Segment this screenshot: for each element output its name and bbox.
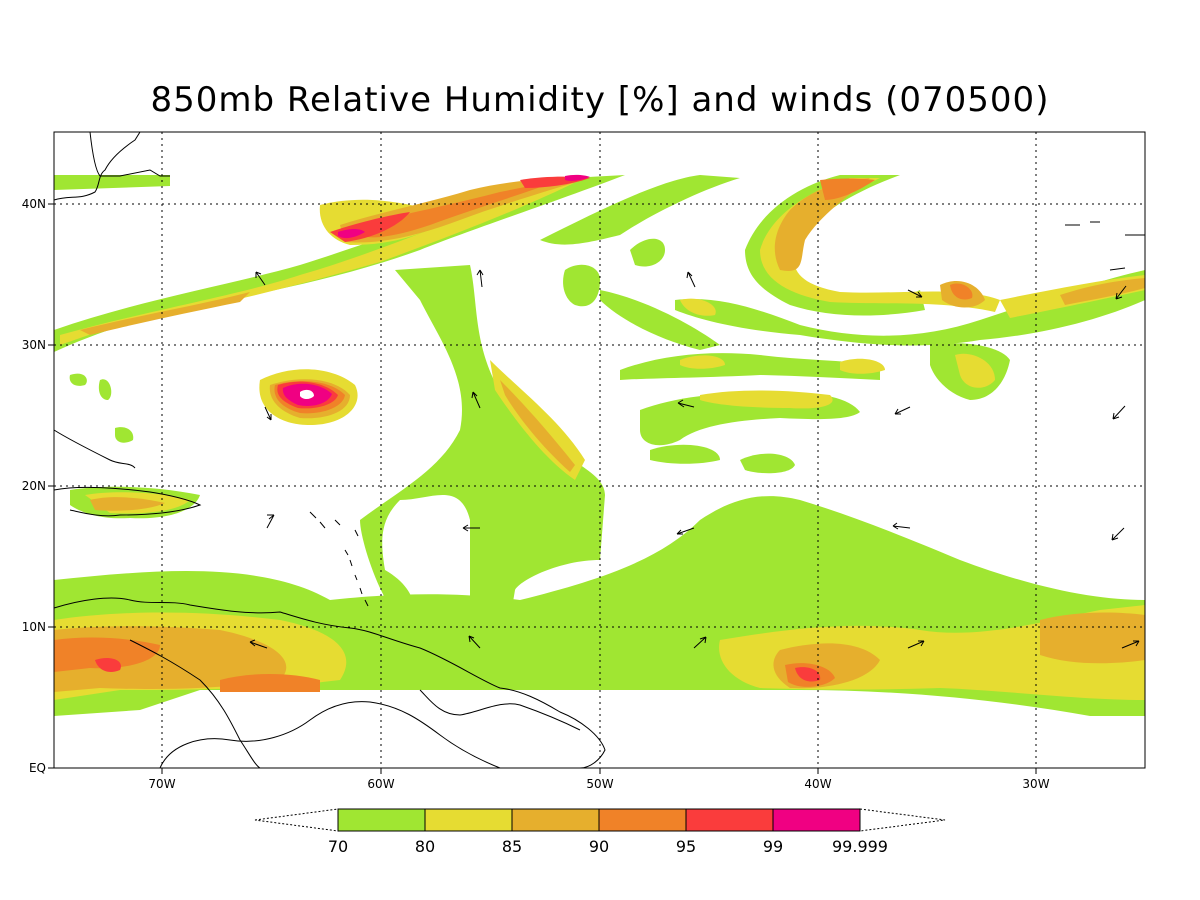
y-tick-label: 20N bbox=[22, 479, 46, 493]
x-tick-label: 40W bbox=[804, 777, 831, 791]
colorbar-swatch bbox=[772, 808, 861, 832]
colorbar-left-extension bbox=[254, 808, 339, 832]
colorbar-label: 99.999 bbox=[832, 837, 888, 856]
y-tick-label: 40N bbox=[22, 197, 46, 211]
colorbar-right-extension bbox=[859, 808, 946, 832]
x-tick-label: 30W bbox=[1022, 777, 1049, 791]
colorbar-label: 70 bbox=[328, 837, 348, 856]
colorbar-label: 80 bbox=[415, 837, 435, 856]
y-tick-label: 10N bbox=[22, 620, 46, 634]
grid-lines bbox=[54, 132, 1145, 768]
colorbar-swatch bbox=[511, 808, 600, 832]
colorbar-swatch bbox=[685, 808, 774, 832]
x-tick-label: 50W bbox=[586, 777, 613, 791]
colorbar-swatch bbox=[598, 808, 687, 832]
colorbar-label: 99 bbox=[763, 837, 783, 856]
coastlines bbox=[53, 131, 1145, 769]
wind-vectors bbox=[249, 269, 1140, 649]
y-tick-label: 30N bbox=[22, 338, 46, 352]
colorbar-label: 85 bbox=[502, 837, 522, 856]
x-axis-labels: 70W 60W 50W 40W 30W bbox=[148, 777, 1049, 791]
colorbar-label: 95 bbox=[676, 837, 696, 856]
storm-eye bbox=[300, 389, 314, 399]
tick-marks bbox=[48, 203, 1037, 774]
y-axis-labels: EQ 10N 20N 30N 40N bbox=[22, 197, 46, 775]
colorbar-swatch bbox=[424, 808, 513, 832]
y-tick-label: EQ bbox=[29, 761, 46, 775]
colorbar-label: 90 bbox=[589, 837, 609, 856]
map-title: 850mb Relative Humidity [%] and winds (0… bbox=[150, 80, 1050, 120]
colorbar: 70 80 85 90 95 99 99.999 bbox=[254, 808, 946, 856]
x-tick-label: 60W bbox=[367, 777, 394, 791]
x-tick-label: 70W bbox=[148, 777, 175, 791]
colorbar-swatch bbox=[337, 808, 426, 832]
